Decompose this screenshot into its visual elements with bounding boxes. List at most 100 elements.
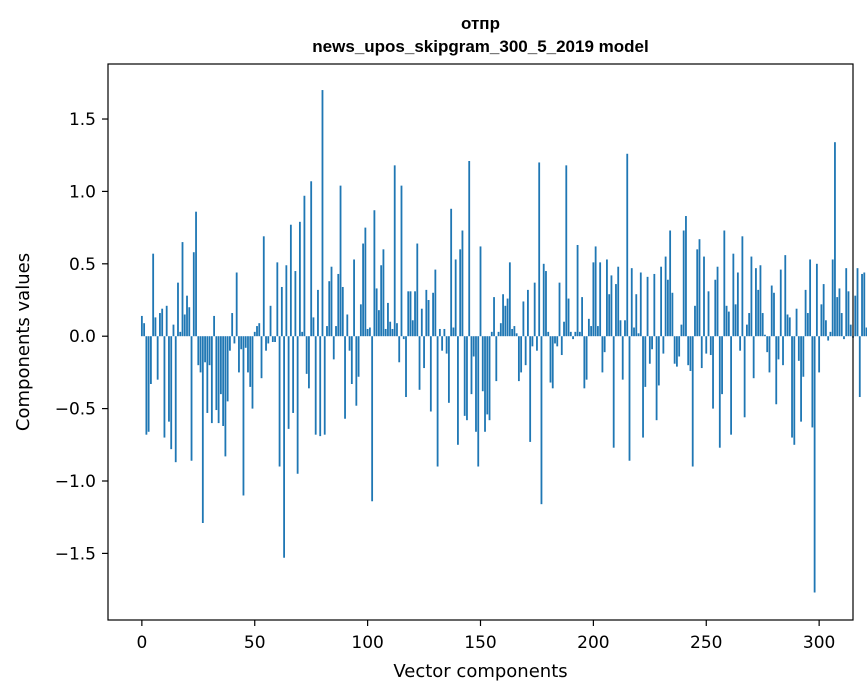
bar (861, 273, 863, 337)
bar (172, 324, 175, 337)
bar (813, 336, 816, 593)
y-tick-label: 1.5 (69, 110, 96, 130)
bar (775, 336, 778, 405)
bar (644, 336, 647, 387)
bar (265, 336, 267, 351)
bar (149, 336, 152, 384)
bar (219, 336, 222, 395)
bar (745, 324, 748, 337)
bar (405, 336, 407, 398)
bar (244, 336, 247, 348)
bar (470, 336, 473, 395)
x-axis-label: Vector components (393, 661, 567, 682)
bar (418, 336, 421, 390)
bar (280, 286, 283, 337)
bar (773, 292, 775, 337)
bar (845, 268, 848, 337)
bar (768, 336, 771, 373)
bar (621, 336, 624, 380)
bar (359, 304, 362, 337)
bar (513, 326, 516, 337)
bar (734, 304, 737, 337)
bar (515, 333, 518, 337)
bar (673, 336, 676, 364)
bar (188, 307, 191, 337)
bar (384, 328, 387, 337)
bar (628, 336, 631, 461)
bar (617, 266, 620, 337)
bar (447, 336, 450, 403)
y-axis: −1.5 −1.0 −0.5 0.0 0.5 1.0 1.5 (55, 110, 108, 564)
bar (206, 336, 209, 413)
bar (506, 298, 509, 337)
bar (834, 142, 836, 337)
bar (416, 243, 419, 337)
bar (517, 336, 520, 382)
bar (662, 336, 665, 354)
bar (459, 249, 462, 337)
bar (495, 336, 498, 382)
bar (592, 262, 595, 337)
bar (563, 321, 565, 337)
bar (757, 289, 760, 337)
bar (820, 304, 823, 337)
bar (827, 336, 830, 341)
bar (432, 292, 434, 337)
bar (736, 272, 739, 337)
bar (387, 302, 389, 337)
bar (703, 256, 705, 337)
bar (856, 268, 859, 337)
x-tick-label: 200 (577, 633, 609, 653)
bar (594, 246, 597, 337)
bar (163, 336, 166, 438)
bar (378, 310, 380, 337)
bar (581, 297, 583, 337)
bar (181, 242, 184, 337)
bar (612, 336, 615, 448)
bar (615, 284, 617, 337)
bar (865, 327, 867, 337)
bar (624, 320, 626, 337)
bar (522, 301, 525, 337)
bar (443, 328, 446, 337)
bar (520, 336, 523, 373)
bar (486, 336, 489, 415)
bar (168, 336, 170, 422)
bar (766, 336, 769, 353)
bar (235, 272, 238, 337)
y-tick-label: 1.0 (69, 182, 96, 202)
bar (152, 253, 155, 337)
bar (258, 323, 261, 337)
bar (786, 314, 789, 337)
bar (344, 336, 346, 419)
bar (215, 336, 218, 411)
bar (660, 266, 663, 337)
bar (466, 336, 468, 421)
bar (269, 305, 272, 337)
bar (723, 230, 726, 337)
bar (335, 326, 337, 337)
bar (488, 336, 491, 421)
bar (179, 331, 182, 337)
bar (554, 336, 556, 344)
bar (140, 315, 143, 337)
bar (409, 291, 412, 337)
bar (847, 291, 850, 337)
bar (538, 162, 541, 337)
bar (511, 328, 514, 337)
bar (694, 305, 696, 337)
bar (346, 314, 349, 337)
bar (438, 328, 441, 337)
bar (156, 336, 159, 380)
bar (468, 161, 471, 337)
bar (499, 323, 502, 337)
bar (560, 336, 563, 356)
bar (626, 153, 629, 337)
bar (725, 305, 728, 337)
bar (165, 305, 168, 337)
bar (542, 263, 545, 337)
bar (811, 336, 814, 428)
bar (393, 165, 396, 337)
bar (434, 269, 437, 337)
